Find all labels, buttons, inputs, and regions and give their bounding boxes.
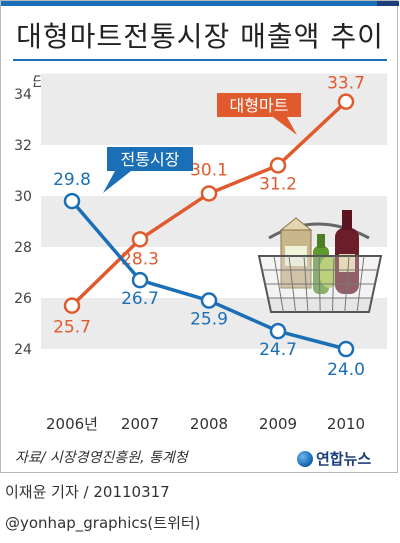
x-tick-label: 2010 xyxy=(327,415,365,433)
y-tick-label: 34 xyxy=(14,87,32,103)
yonhap-logo: 연합뉴스 xyxy=(297,448,371,469)
data-point xyxy=(63,192,81,210)
basket-handle-icon xyxy=(268,222,370,240)
legend-callout-traditional xyxy=(103,147,193,193)
data-point xyxy=(337,340,355,358)
data-point xyxy=(337,93,355,110)
data-point xyxy=(269,322,287,340)
y-tick-label: 24 xyxy=(14,342,32,358)
x-tick-label: 2008 xyxy=(190,415,228,433)
title-underline xyxy=(13,59,387,61)
chart-title: 대형마트전통시장 매출액 추이 xyxy=(16,20,384,53)
legend-callout-mart xyxy=(217,93,301,135)
source-note: 자료/ 시장경영진흥원, 통계청 xyxy=(15,450,188,466)
x-tick-label: 2006년 xyxy=(46,415,98,433)
legend-label-mart: 대형마트 xyxy=(230,96,289,115)
grid-band xyxy=(41,94,387,145)
data-point xyxy=(63,297,81,314)
shopping-basket-illustration xyxy=(257,210,383,313)
y-tick-label: 28 xyxy=(14,240,32,256)
milk-carton-top-icon xyxy=(279,217,313,231)
wine-bottle-label-icon xyxy=(339,254,355,272)
top-accent-bar xyxy=(1,1,399,6)
data-point xyxy=(269,157,287,174)
data-label: 26.7 xyxy=(121,289,159,309)
data-label: 30.1 xyxy=(190,160,228,180)
data-point xyxy=(200,292,218,309)
line-chart: 24 26 28 30 32 34 2006년 2007 2008 2009 2010 25.7 28.… xyxy=(14,73,387,433)
data-label: 25.7 xyxy=(53,318,91,338)
y-tick-label: 26 xyxy=(14,291,32,307)
data-point xyxy=(131,271,149,289)
grid-band xyxy=(41,73,387,94)
top-accent-corner xyxy=(377,1,399,6)
data-label: 29.8 xyxy=(53,170,91,190)
data-point xyxy=(200,185,218,202)
data-label: 24.7 xyxy=(259,340,297,360)
data-label: 33.7 xyxy=(327,74,365,94)
x-tick-label: 2009 xyxy=(259,415,297,433)
data-label: 24.0 xyxy=(327,360,365,380)
credit-twitter: @yonhap_graphics(트위터) xyxy=(5,514,201,532)
wine-bottle-neck-icon xyxy=(342,210,352,230)
data-label: 25.9 xyxy=(190,310,228,330)
y-tick-label: 30 xyxy=(14,189,32,205)
y-tick-label: 32 xyxy=(14,138,32,154)
grid-band xyxy=(41,196,387,247)
green-bottle-neck-icon xyxy=(317,234,325,248)
data-label: 28.3 xyxy=(121,249,159,269)
yonhap-logo-icon xyxy=(297,450,313,467)
data-label: 31.2 xyxy=(259,174,297,194)
legend-label-traditional: 전통시장 xyxy=(121,150,180,169)
x-tick-label: 2007 xyxy=(121,415,159,433)
credit-author-date: 이재윤 기자 / 20110317 xyxy=(5,483,170,501)
yonhap-logo-text: 연합뉴스 xyxy=(316,450,372,468)
infographic-card: 대형마트전통시장 매출액 추이 단위: 조원 2426283032342006년… xyxy=(0,0,399,473)
data-point xyxy=(131,231,149,248)
